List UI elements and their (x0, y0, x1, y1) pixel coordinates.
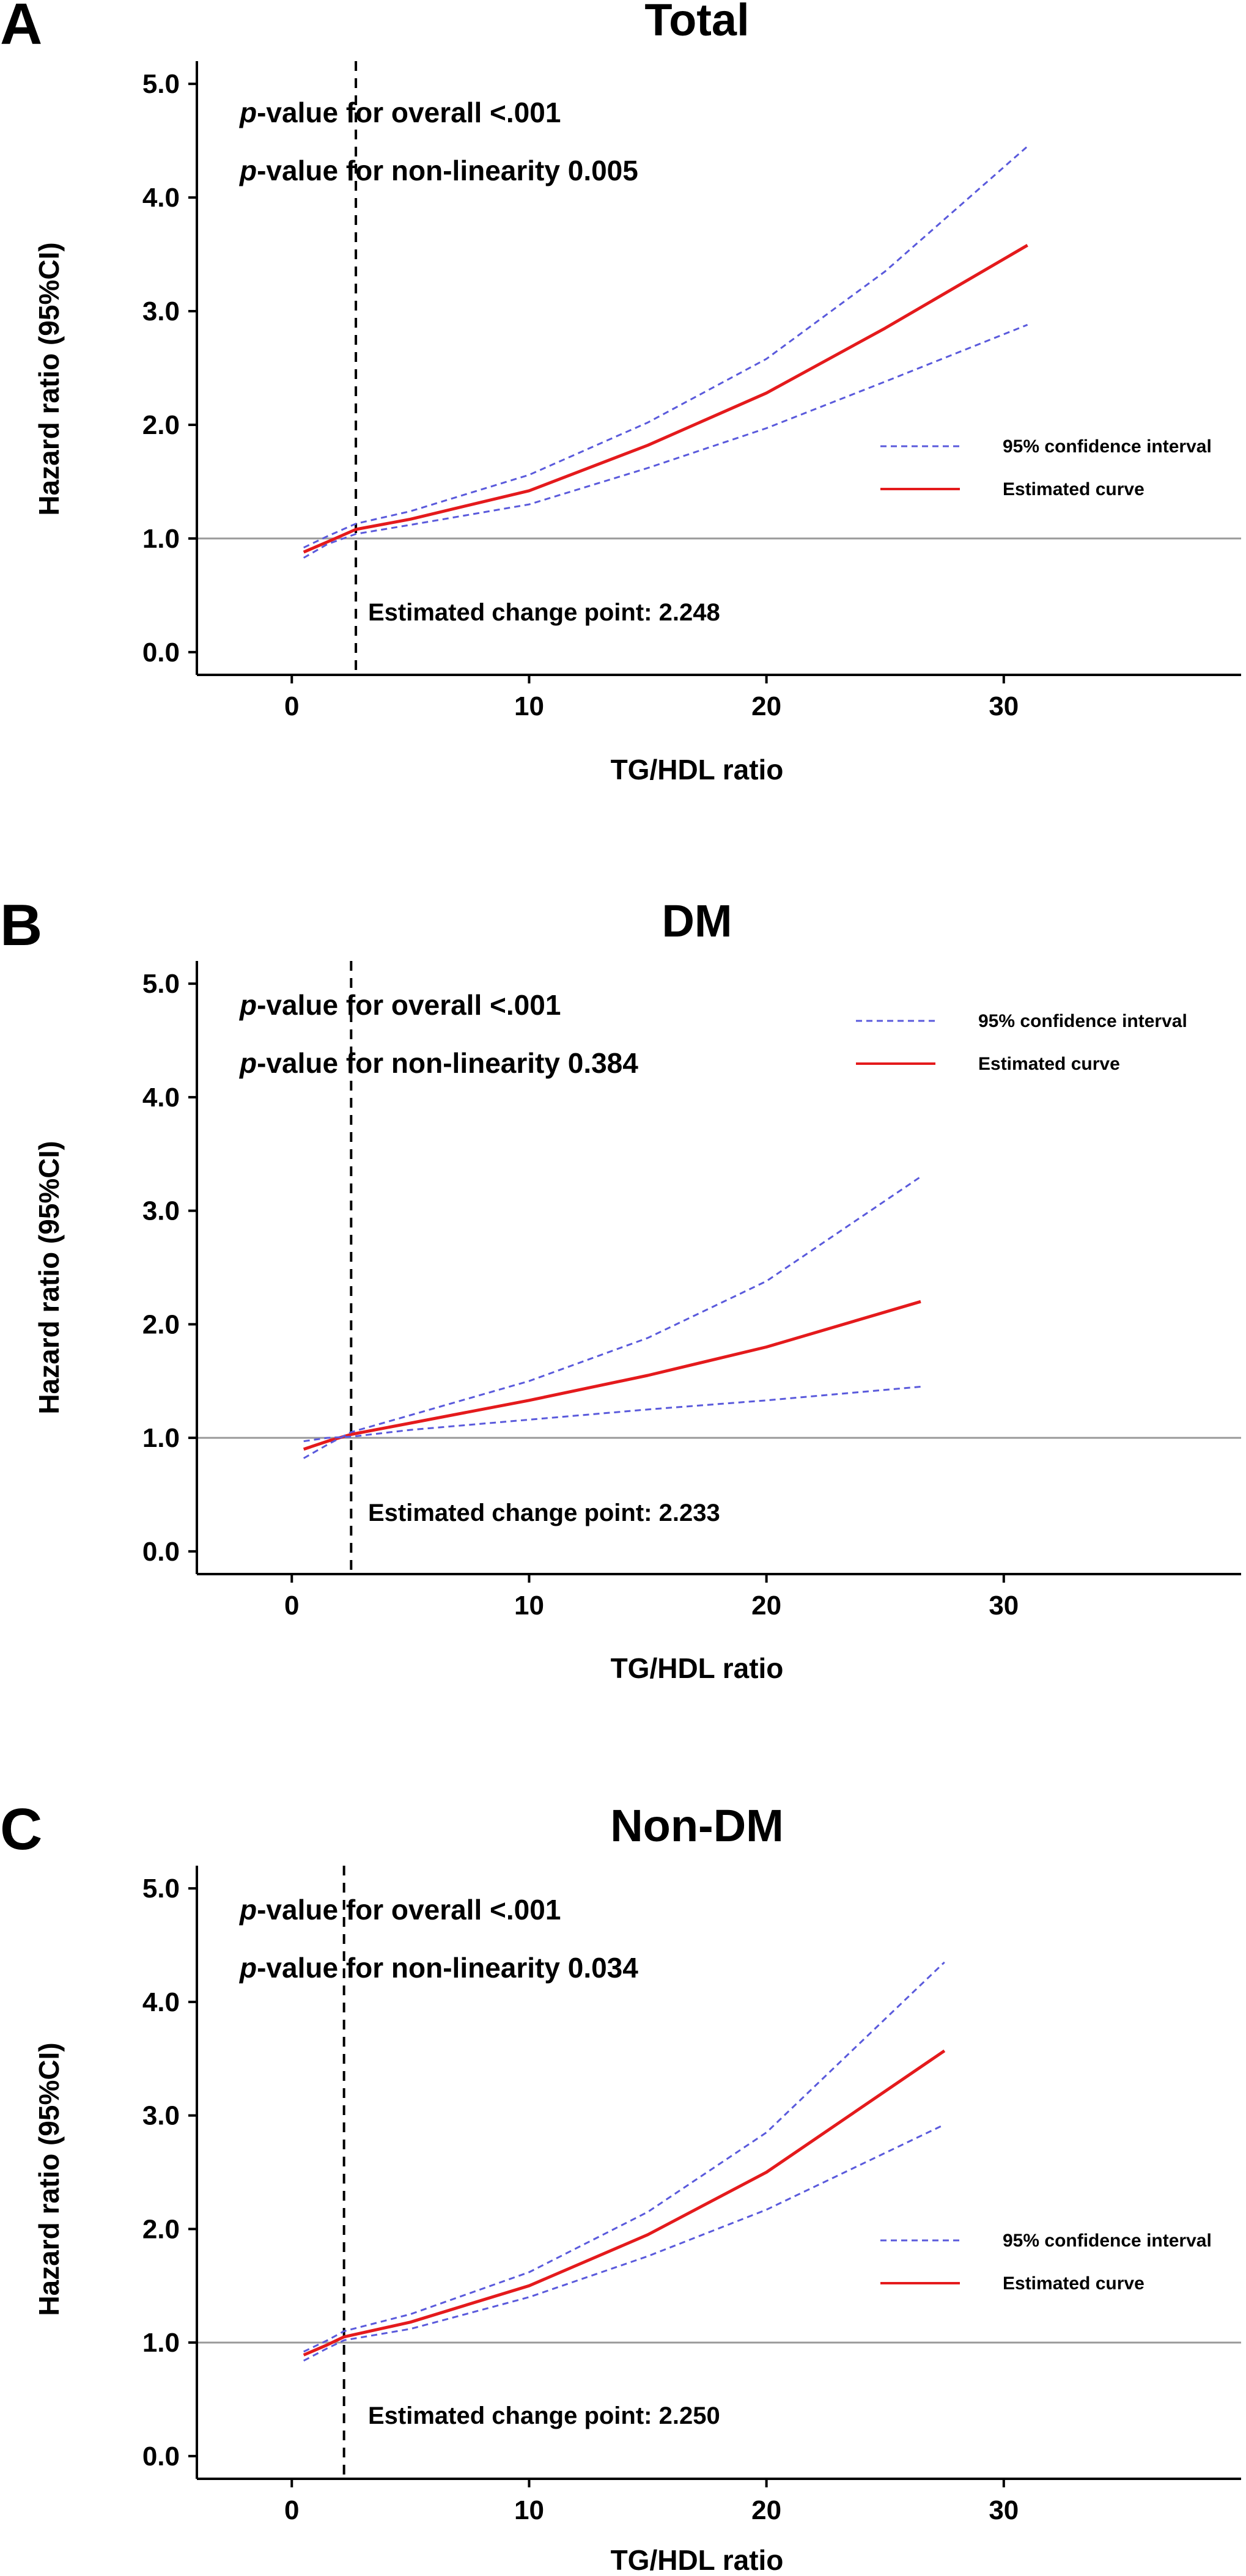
y-tick-label: 0.0 (142, 2442, 180, 2471)
y-tick-label: 3.0 (142, 2101, 180, 2131)
y-tick-label: 2.0 (142, 2214, 180, 2244)
y-tick-label: 4.0 (142, 183, 180, 213)
x-tick-label: 20 (751, 1591, 781, 1621)
y-tick-label: 1.0 (142, 524, 180, 554)
p-italic: p (238, 97, 257, 128)
ci-upper-line (303, 145, 1028, 549)
panel-letter: A (0, 0, 42, 57)
chart-title: Non-DM (610, 1800, 784, 1851)
panel-b: B DM 0.0 1.0 2.0 3.0 4.0 5.0 0 10 20 30 TG/HDL ratio… (0, 892, 1241, 1684)
change-point-label: Estimated change point: 2.233 (368, 1500, 720, 1526)
x-tick-label: 20 (751, 2495, 781, 2525)
estimated-curve-line (303, 2049, 946, 2357)
panel-letter: C (0, 1797, 42, 1862)
y-tick-label: 4.0 (142, 1083, 180, 1113)
p-value-text: -value for overall <.001 (257, 97, 561, 128)
x-tick-label: 10 (514, 691, 544, 721)
y-tick-label: 5.0 (142, 969, 180, 999)
chart-title: Total (644, 0, 749, 45)
change-point-label: Estimated change point: 2.250 (368, 2402, 720, 2429)
p-value-overall: p-value for overall <.001 (238, 989, 561, 1021)
x-axis-label: TG/HDL ratio (611, 1652, 784, 1684)
p-value-text: -value for overall <.001 (257, 1894, 561, 1926)
y-tick-label: 2.0 (142, 410, 180, 440)
panel-a: A Total 0.0 1.0 2.0 3.0 4.0 5.0 0 10 20 30 TG/HDL ra… (0, 0, 1241, 786)
y-tick-label: 1.0 (142, 1423, 180, 1453)
legend: 95% confidence interval Estimated curve (880, 2231, 1212, 2294)
y-tick-label: 3.0 (142, 1196, 180, 1226)
legend-curve-label: Estimated curve (1003, 479, 1145, 499)
legend: 95% confidence interval Estimated curve (856, 1011, 1187, 1074)
y-axis-label: Hazard ratio (95%CI) (33, 1141, 65, 1414)
x-tick-label: 0 (284, 2495, 299, 2525)
y-tick-label: 5.0 (142, 1874, 180, 1904)
p-value-nonlinearity: p-value for non-linearity 0.034 (238, 1952, 638, 1984)
p-italic: p (238, 155, 257, 186)
y-tick-label: 2.0 (142, 1309, 180, 1339)
y-tick-label: 4.0 (142, 1987, 180, 2017)
x-tick-label: 30 (989, 691, 1019, 721)
x-tick-label: 10 (514, 1591, 544, 1621)
legend-ci-label: 95% confidence interval (1003, 436, 1212, 457)
p-value-text: -value for non-linearity 0.384 (257, 1047, 638, 1079)
p-value-overall: p-value for overall <.001 (238, 97, 561, 128)
legend-ci-label: 95% confidence interval (1003, 2231, 1212, 2251)
x-tick-label: 20 (751, 691, 781, 721)
ci-lower-line (303, 323, 1028, 559)
y-axis-label: Hazard ratio (95%CI) (33, 2042, 65, 2316)
p-italic: p (238, 1047, 257, 1079)
p-value-text: -value for non-linearity 0.034 (257, 1952, 638, 1984)
x-axis-label: TG/HDL ratio (611, 2544, 784, 2576)
p-italic: p (238, 1952, 257, 1984)
panel-letter: B (0, 892, 42, 958)
ci-lower-line (303, 1386, 921, 1443)
change-point-label: Estimated change point: 2.248 (368, 599, 720, 626)
legend-ci-label: 95% confidence interval (978, 1011, 1187, 1031)
p-value-text: -value for non-linearity 0.005 (257, 155, 638, 186)
legend: 95% confidence interval Estimated curve (880, 436, 1212, 499)
x-tick-label: 30 (989, 2495, 1019, 2525)
y-tick-label: 1.0 (142, 2328, 180, 2358)
panel-c: C Non-DM 0.0 1.0 2.0 3.0 4.0 5.0 0 10 20 30 TG/HDL r… (0, 1797, 1241, 2576)
x-tick-label: 10 (514, 2495, 544, 2525)
legend-curve-label: Estimated curve (978, 1054, 1120, 1074)
legend-curve-label: Estimated curve (1003, 2273, 1145, 2294)
p-value-overall: p-value for overall <.001 (238, 1894, 561, 1926)
y-tick-label: 0.0 (142, 638, 180, 668)
estimated-curve-line (303, 244, 1028, 554)
p-italic: p (238, 989, 257, 1021)
x-tick-label: 30 (989, 1591, 1019, 1621)
ci-upper-line (303, 1961, 945, 2353)
estimated-curve-line (303, 1300, 921, 1451)
p-value-text: -value for overall <.001 (257, 989, 561, 1021)
x-axis-label: TG/HDL ratio (611, 754, 784, 786)
y-axis-label: Hazard ratio (95%CI) (33, 242, 65, 515)
chart-title: DM (662, 896, 732, 946)
p-italic: p (238, 1894, 257, 1926)
x-tick-label: 0 (284, 1591, 299, 1621)
x-tick-label: 0 (284, 691, 299, 721)
y-tick-label: 0.0 (142, 1537, 180, 1567)
y-tick-label: 5.0 (142, 69, 180, 99)
y-tick-label: 3.0 (142, 296, 180, 326)
p-value-nonlinearity: p-value for non-linearity 0.005 (238, 155, 638, 186)
ci-upper-line (303, 1176, 921, 1459)
p-value-nonlinearity: p-value for non-linearity 0.384 (238, 1047, 638, 1079)
